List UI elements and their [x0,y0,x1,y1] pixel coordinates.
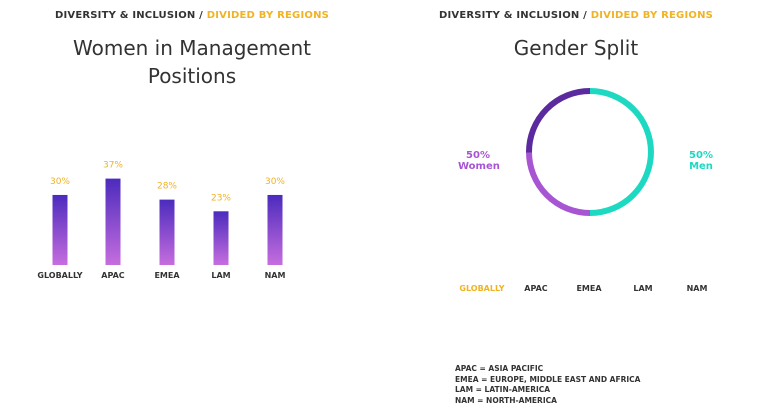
donut-slice-women[interactable] [526,151,591,216]
bar-apac[interactable] [105,178,121,265]
women-management-bar-chart: 30% GLOBALLY 37% APAC 28% EMEA 23% LAM 30% NAM [37,161,286,280]
page-title: Gender Split [513,36,639,60]
bar-value-label: 37% [103,161,123,171]
page-title: Women in Management Positions [0,34,384,90]
breadcrumb-subsection[interactable]: DIVIDED BY REGIONS [206,10,330,21]
bar-category-label: LAM [211,271,230,280]
breadcrumb: DIVERSITY & INCLUSION / DIVIDED BY REGIO… [384,10,768,21]
bar-lam[interactable] [213,211,229,265]
gender-split-donut-chart [526,88,654,216]
bar-value-label: 28% [157,182,177,192]
region-tab-lam[interactable]: LAM [633,284,653,293]
bar-globally[interactable] [52,194,68,265]
title-line-2: Positions [147,64,237,88]
women-percent: 50% [466,150,490,161]
men-text: Men [689,161,713,172]
legend-item: LAM = LATIN-AMERICA [455,385,551,394]
men-label: 50% Men [683,150,719,172]
region-legend: APAC = ASIA PACIFIC EMEA = EUROPE, MIDDLE… [455,364,640,406]
region-tab-nam[interactable]: NAM [686,284,708,293]
legend-item: APAC = ASIA PACIFIC [455,364,544,373]
bar-value-label: 30% [50,177,70,187]
bar-category-label: NAM [265,271,286,280]
bar-category-label: GLOBALLY [37,271,82,280]
gender-split-panel: DIVERSITY & INCLUSION / DIVIDED BY REGIO… [384,0,768,419]
legend-item: EMEA = EUROPE, MIDDLE EAST AND AFRICA [455,374,641,384]
women-label: 50% Women [458,150,500,172]
region-tab-apac[interactable]: APAC [524,284,548,293]
bar-value-label: 23% [211,193,231,203]
women-text: Women [458,161,500,172]
bar-emea[interactable] [159,199,175,265]
breadcrumb-separator: / [583,10,588,21]
donut-slice-women-upper[interactable] [526,88,591,153]
bar-category-label: APAC [101,271,125,280]
women-in-management-panel: DIVERSITY & INCLUSION / DIVIDED BY REGIO… [0,10,384,280]
breadcrumb: DIVERSITY & INCLUSION / DIVIDED BY REGIO… [0,10,384,21]
legend-item: NAM = NORTH-AMERICA [455,395,557,405]
title-line-1: Women in Management [73,36,311,60]
bar-category-label: EMEA [154,271,180,280]
donut-slice-men[interactable] [589,88,654,216]
bar-value-label: 30% [265,177,285,187]
bar-nam[interactable] [267,194,283,265]
breadcrumb-section[interactable]: DIVERSITY & INCLUSION [438,10,580,21]
breadcrumb-subsection[interactable]: DIVIDED BY REGIONS [590,10,714,21]
men-percent: 50% [689,150,713,161]
region-tab-globally[interactable]: GLOBALLY [459,284,505,293]
breadcrumb-section[interactable]: DIVERSITY & INCLUSION [54,10,196,21]
breadcrumb-separator: / [199,10,204,21]
region-tab-emea[interactable]: EMEA [576,284,602,293]
